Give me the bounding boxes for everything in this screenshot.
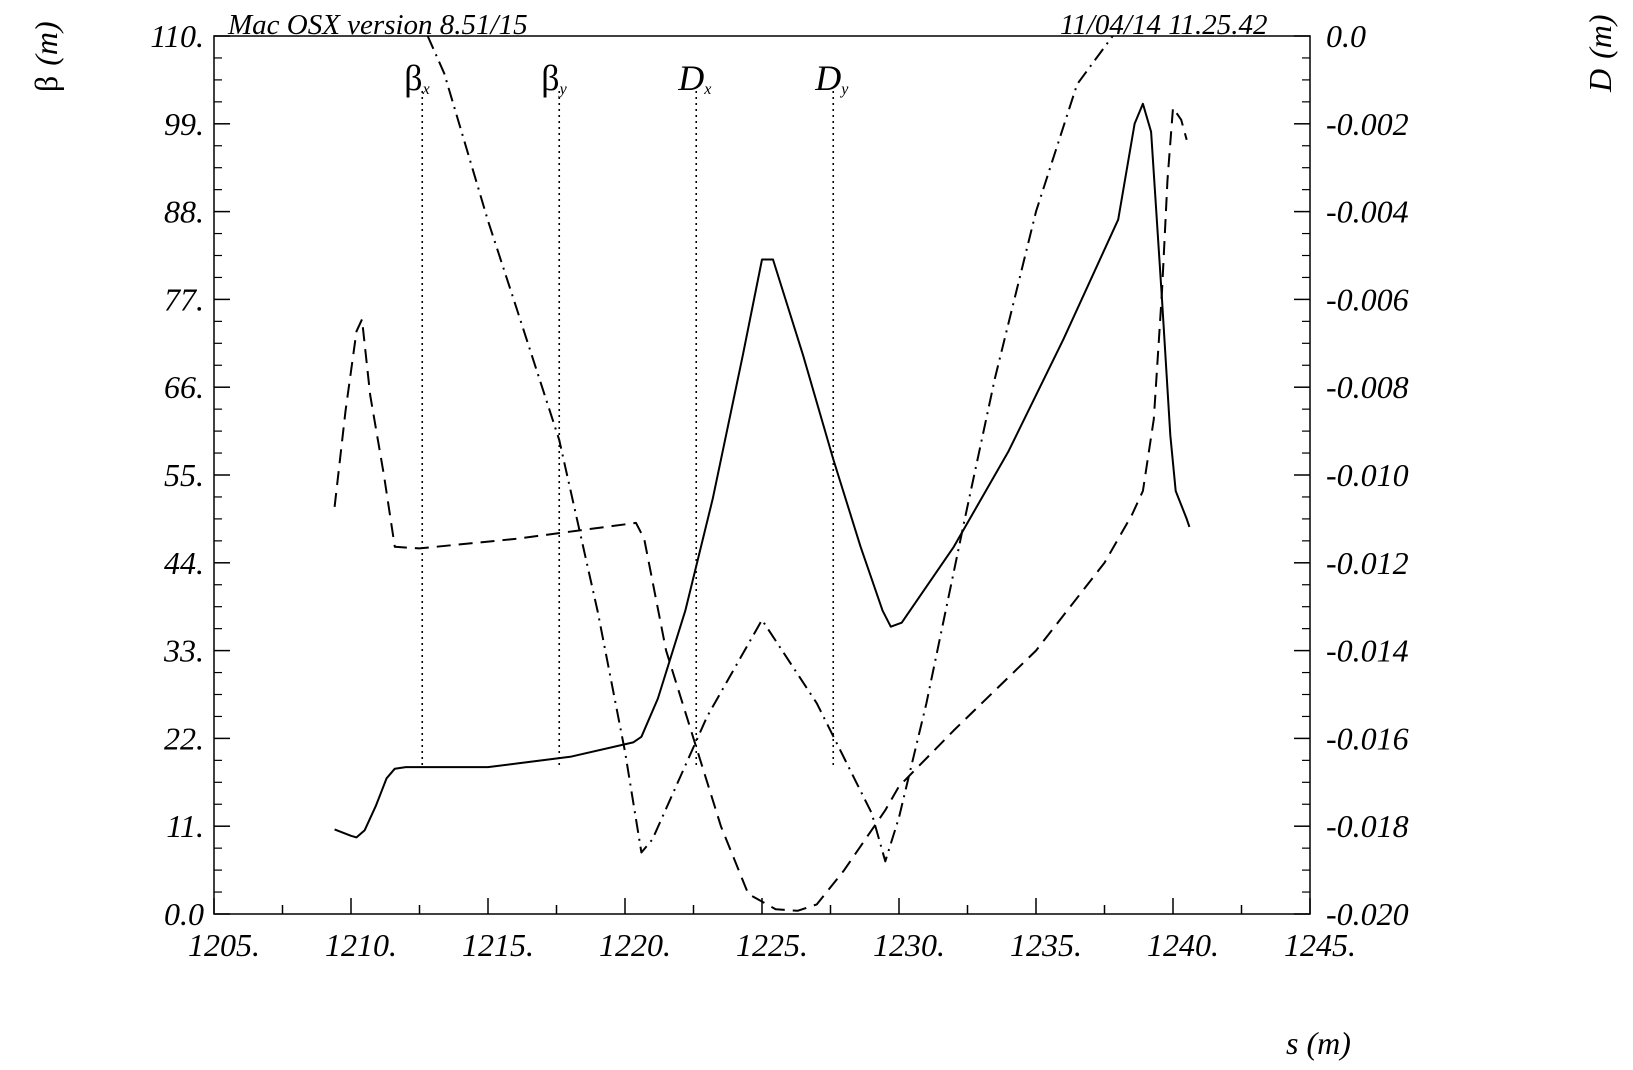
y-left-tick-label: 88. — [164, 194, 204, 230]
y-left-tick-label: 44. — [164, 545, 204, 581]
plot-frame — [213, 35, 1311, 915]
header-left: Mac OSX version 8.51/15 — [227, 9, 528, 41]
y-left-axis-label: β(m) — [28, 21, 64, 92]
y-left-tick-label: 33. — [163, 633, 204, 669]
y-right-tick-label: -0.012 — [1326, 545, 1409, 581]
x-tick-label: 1210. — [325, 927, 397, 963]
y-left-tick-label: 66. — [164, 369, 204, 405]
y-right-tick-label: -0.014 — [1326, 633, 1409, 669]
x-tick-label: 1240. — [1147, 927, 1219, 963]
legend-label-βy: βy — [541, 58, 567, 98]
y-right-tick-label: -0.008 — [1326, 369, 1409, 405]
series-line-βx — [334, 102, 1191, 839]
series-line-βy — [333, 106, 1188, 912]
y-right-tick-label: -0.006 — [1326, 281, 1409, 317]
x-tick-label: 1225. — [736, 927, 808, 963]
header-right: 11/04/14 11.25.42 — [1060, 9, 1268, 41]
series-layer — [333, 35, 1191, 912]
y-left-tick-label: 11. — [166, 808, 204, 844]
y-left-tick-label: 22. — [164, 720, 204, 756]
legend-label-dx: Dx — [677, 58, 711, 98]
y-left-tick-label: 110. — [150, 18, 204, 54]
x-tick-label: 1220. — [599, 927, 671, 963]
y-right-tick-label: -0.018 — [1326, 808, 1409, 844]
series-line-dx — [426, 35, 1114, 863]
y-right-tick-label: 0.0 — [1326, 18, 1366, 54]
y-left-tick-label: 0.0 — [164, 896, 204, 932]
y-left-tick-label: 55. — [164, 457, 204, 493]
y-right-tick-label: -0.016 — [1326, 720, 1409, 756]
y-right-tick-label: -0.004 — [1326, 194, 1409, 230]
x-tick-label: 1235. — [1010, 927, 1082, 963]
y-right-tick-label: -0.020 — [1326, 896, 1409, 932]
y-right-tick-label: -0.010 — [1326, 457, 1409, 493]
y-right-axis-label: D(m) — [1582, 14, 1618, 93]
x-tick-label: 1215. — [462, 927, 534, 963]
legend-label-dy: Dy — [814, 58, 849, 98]
x-tick-label: 1205. — [188, 927, 260, 963]
y-right-tick-label: -0.002 — [1326, 106, 1409, 142]
x-tick-label: 1230. — [873, 927, 945, 963]
x-tick-label: 1245. — [1284, 927, 1356, 963]
plot-axes: 1205. 1210. 1215. 1220. 1225. 1230. 1235. 1240.… — [150, 18, 1408, 963]
legend-label-βx: βx — [404, 58, 429, 98]
y-left-tick-label: 77. — [164, 281, 204, 317]
series-markers: βx βy Dx Dy — [404, 58, 849, 766]
y-left-tick-label: 99. — [164, 106, 204, 142]
x-axis-label: s (m) — [1286, 1025, 1351, 1061]
